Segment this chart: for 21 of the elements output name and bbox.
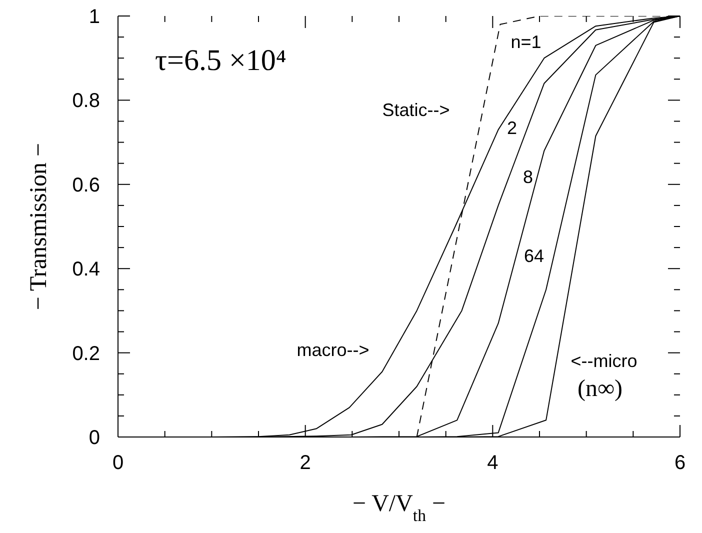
annotation: <--micro — [570, 351, 638, 371]
annotation: 2 — [506, 118, 518, 138]
annotation: 64 — [524, 246, 544, 266]
x-axis-title: − V/V$_{th}$ − — [352, 491, 446, 524]
x-tick-label: 4 — [487, 452, 498, 474]
annotation: τ=6.5 ×10⁴ — [155, 44, 286, 77]
annotation: Static--> — [382, 100, 450, 120]
y-tick-label: 0.8 — [72, 90, 100, 112]
y-tick-label: 0.2 — [72, 342, 100, 365]
x-tick-label: 2 — [300, 452, 311, 474]
y-tick-label: 1 — [88, 6, 100, 28]
x-tick-label: 6 — [674, 452, 686, 474]
y-axis-title: − Transmission − — [26, 142, 52, 310]
x-tick-label: 0 — [112, 452, 124, 474]
annotation: 8 — [522, 167, 534, 187]
annotation: n=1 — [510, 32, 542, 52]
annotation: macro--> — [296, 340, 370, 360]
y-tick-label: 0.6 — [72, 174, 100, 196]
y-tick-label: 0.4 — [72, 258, 100, 281]
annotation: (n∞) — [577, 376, 623, 402]
y-tick-label: 0 — [88, 427, 100, 449]
